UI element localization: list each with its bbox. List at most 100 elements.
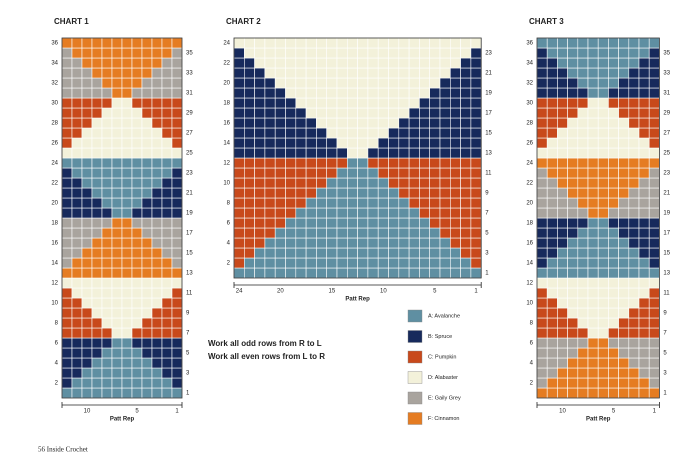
cell xyxy=(587,187,599,199)
cell xyxy=(121,127,133,139)
cell xyxy=(71,277,83,289)
cell xyxy=(536,137,548,149)
cell xyxy=(449,47,461,59)
cell xyxy=(316,127,327,139)
cell xyxy=(285,137,297,149)
cell xyxy=(264,197,276,209)
cell xyxy=(398,37,410,49)
cell xyxy=(638,147,650,159)
cell xyxy=(305,197,317,209)
cell xyxy=(439,67,451,79)
cell xyxy=(557,237,568,249)
row-number: 31 xyxy=(186,91,193,97)
cell xyxy=(577,127,589,139)
cell xyxy=(171,297,183,309)
cell xyxy=(449,197,461,209)
cell xyxy=(161,197,173,209)
cell xyxy=(316,117,327,129)
cell xyxy=(274,227,286,239)
cell xyxy=(536,287,548,299)
cell xyxy=(546,107,558,119)
cell xyxy=(111,287,123,299)
cell xyxy=(151,157,163,169)
repeat-label: Patt Rep xyxy=(345,297,370,303)
cell xyxy=(608,367,619,379)
cell xyxy=(101,367,113,379)
cell xyxy=(336,227,348,239)
cell xyxy=(316,187,327,199)
cell xyxy=(470,37,482,49)
cell xyxy=(81,247,93,259)
cell xyxy=(121,377,133,389)
cell xyxy=(618,117,630,129)
cell xyxy=(567,87,579,99)
cell xyxy=(285,157,297,169)
cell xyxy=(274,147,286,159)
cell xyxy=(91,67,103,79)
cell xyxy=(264,177,276,189)
cell xyxy=(326,37,338,49)
cell xyxy=(357,137,369,149)
cell xyxy=(244,67,255,79)
cell xyxy=(171,337,183,349)
cell xyxy=(449,177,461,189)
cell xyxy=(244,47,255,59)
row-number: 20 xyxy=(223,81,230,87)
cell xyxy=(648,217,660,229)
row-number: 3 xyxy=(485,251,489,257)
cell xyxy=(377,197,389,209)
cell xyxy=(61,117,73,129)
cell xyxy=(161,377,173,389)
cell xyxy=(577,227,589,239)
cell xyxy=(638,157,650,169)
cell xyxy=(161,137,173,149)
cell xyxy=(81,117,93,129)
cell xyxy=(326,247,338,259)
cell xyxy=(597,217,609,229)
cell xyxy=(377,217,389,229)
cell xyxy=(567,77,579,89)
cell xyxy=(171,147,183,159)
cell xyxy=(557,137,568,149)
cell xyxy=(618,207,630,219)
cell xyxy=(171,117,183,129)
cell xyxy=(398,257,410,269)
cell xyxy=(326,237,338,249)
cell xyxy=(274,67,286,79)
cell xyxy=(648,47,660,59)
cell xyxy=(587,37,599,49)
cell xyxy=(419,67,430,79)
cell xyxy=(546,287,558,299)
cell xyxy=(171,277,183,289)
cell xyxy=(546,387,558,399)
cell xyxy=(346,107,358,119)
row-number: 31 xyxy=(663,91,670,97)
cell xyxy=(628,387,640,399)
cell xyxy=(171,67,183,79)
cell xyxy=(546,187,558,199)
cell xyxy=(536,47,548,59)
cell xyxy=(71,207,83,219)
cell xyxy=(264,77,276,89)
cell xyxy=(638,197,650,209)
cell xyxy=(587,357,599,369)
cell xyxy=(121,87,133,99)
cell xyxy=(131,107,143,119)
cell xyxy=(71,97,83,109)
row-number: 33 xyxy=(663,71,670,77)
cell xyxy=(274,217,286,229)
cell xyxy=(326,57,338,69)
cell xyxy=(439,77,451,89)
cell xyxy=(161,77,173,89)
cell xyxy=(557,357,568,369)
row-number: 15 xyxy=(485,131,492,137)
cell xyxy=(71,257,83,269)
cell xyxy=(567,227,579,239)
cell xyxy=(546,337,558,349)
cell xyxy=(628,107,640,119)
cell xyxy=(597,117,609,129)
cell xyxy=(608,157,619,169)
cell xyxy=(628,337,640,349)
cell xyxy=(81,347,93,359)
cell xyxy=(536,197,548,209)
